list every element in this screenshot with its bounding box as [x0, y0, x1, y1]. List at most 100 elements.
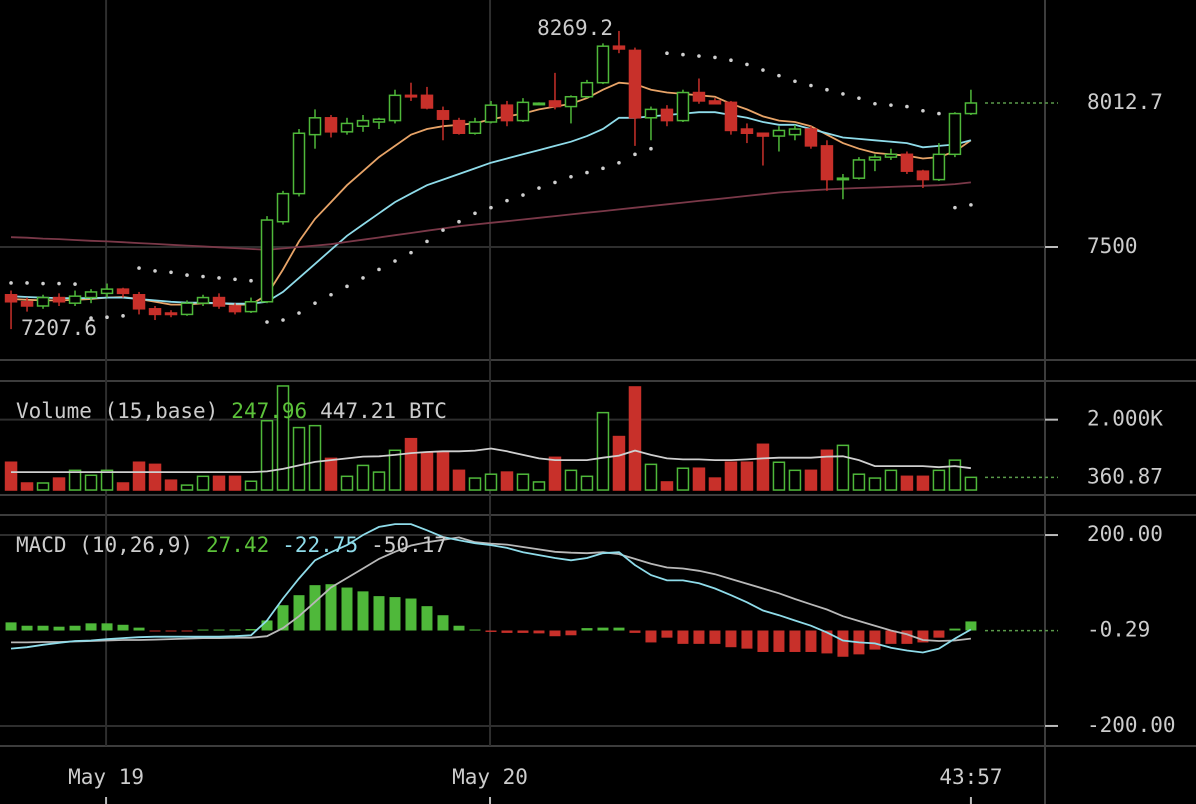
volume-ma-line — [11, 447, 972, 473]
volume-bar — [676, 467, 690, 491]
candle-body — [404, 94, 418, 98]
legend: MACD (10,26,9) 27.42 -22.75 -50.17 — [16, 533, 447, 557]
volume-bar — [500, 471, 514, 491]
volume-bar — [276, 385, 290, 491]
volume-bar — [292, 426, 306, 491]
sar-dot — [409, 250, 413, 255]
volume-bar — [180, 484, 194, 491]
candle-body — [676, 91, 690, 122]
macd-histogram-bar — [693, 630, 705, 644]
volume-bar — [804, 469, 818, 491]
volume-bar — [4, 461, 18, 491]
sar-dot — [585, 170, 589, 175]
volume-bar — [212, 475, 226, 491]
high-annotation: 8269.2 — [537, 16, 613, 40]
macd-histogram-bar — [869, 630, 881, 650]
candle-body — [868, 156, 882, 161]
volume-bar — [708, 477, 722, 491]
sar-dot — [121, 314, 125, 318]
macd-histogram-bar — [741, 630, 753, 649]
volume-bar — [452, 469, 466, 491]
sar-dot — [297, 311, 301, 315]
volume-bar — [660, 481, 674, 491]
legend: Volume (15,base) 247.96 447.21 BTC — [16, 399, 447, 423]
sar-dot — [873, 101, 877, 106]
candle-body — [68, 295, 82, 304]
volume-bar — [836, 444, 850, 491]
volume-bar — [100, 469, 114, 491]
candle-body — [580, 81, 594, 98]
macd-histogram-bar — [725, 630, 737, 648]
sar-dot — [105, 315, 109, 320]
candle-body — [36, 296, 50, 307]
sar-dot — [329, 292, 333, 297]
volume-bar — [916, 475, 930, 491]
candle-body — [740, 128, 754, 134]
candle-body — [244, 301, 258, 313]
sar-dot — [201, 274, 205, 279]
volume-bar — [436, 451, 450, 491]
macd-histogram-bar — [821, 630, 833, 654]
volume-bar — [884, 469, 898, 491]
macd-histogram-bar — [709, 630, 721, 644]
candle-body — [772, 129, 786, 137]
volume-bar — [36, 482, 50, 491]
macd-histogram-bar — [885, 630, 897, 644]
macd-line — [10, 523, 972, 654]
sar-dot — [857, 96, 861, 100]
sar-dot — [57, 281, 61, 286]
countdown-label: 43:57 — [939, 765, 1002, 789]
macd-histogram-bar — [645, 630, 657, 643]
y-tick-label: 200.00 — [1087, 522, 1163, 546]
macd-histogram-bar — [389, 597, 401, 631]
volume-bar — [244, 480, 258, 491]
sar-dot — [377, 267, 381, 272]
sar-dot — [265, 320, 269, 324]
sar-dot — [649, 146, 653, 151]
candle-body — [372, 118, 386, 123]
candle-body — [484, 104, 498, 123]
volume-bar — [516, 473, 530, 491]
sar-dot — [457, 219, 461, 224]
sar-dot — [953, 205, 957, 210]
sar-dot — [25, 281, 29, 285]
candle-body — [164, 312, 178, 316]
macd-histogram-bar — [53, 626, 65, 631]
macd-histogram-bar — [229, 629, 241, 631]
volume-bar — [52, 477, 66, 491]
candle-body — [212, 296, 226, 307]
macd-histogram-bar — [805, 630, 817, 652]
candle-body — [564, 95, 578, 108]
sar-dot — [9, 281, 13, 285]
sar-dot — [761, 68, 765, 72]
volume-bar — [868, 477, 882, 491]
sar-dot — [825, 87, 829, 92]
macd-histogram-bar — [117, 624, 129, 631]
candle-body — [4, 294, 18, 303]
volume-bar — [404, 437, 418, 491]
candle-body — [964, 102, 978, 115]
volume-bar — [484, 473, 498, 491]
volume-bar — [532, 481, 546, 491]
sar-dot — [169, 270, 173, 275]
sar-dot — [489, 205, 493, 210]
candle-body — [100, 288, 114, 295]
sar-dot — [185, 273, 189, 277]
macd-histogram-bar — [677, 630, 689, 644]
macd-histogram-bar — [549, 630, 561, 637]
macd-histogram-bar — [37, 625, 49, 631]
candle-body — [788, 128, 802, 136]
macd-histogram-bar — [933, 630, 945, 638]
macd-histogram-bar — [501, 630, 513, 633]
candle-body — [932, 153, 946, 181]
sar-dot — [601, 166, 605, 171]
candle-body — [660, 108, 674, 122]
x-tick-label: May 20 — [452, 765, 528, 789]
volume-bar — [740, 461, 754, 491]
macd-histogram-bar — [341, 587, 353, 631]
macd-histogram-bar — [85, 623, 97, 631]
candle-body — [436, 110, 450, 120]
candle-body — [148, 308, 162, 316]
